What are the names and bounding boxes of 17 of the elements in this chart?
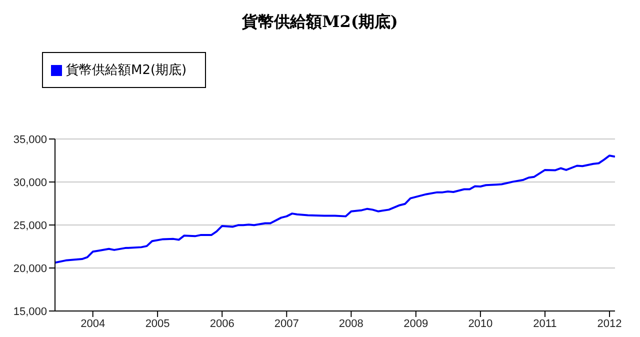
- chart-title: 貨幣供給額M2(期底): [240, 12, 399, 33]
- x-tick-label: 2004: [80, 318, 106, 330]
- y-tick-label: 15,000: [13, 306, 47, 318]
- x-tick-label: 2009: [404, 318, 428, 330]
- x-tick-label: 2008: [338, 318, 364, 330]
- x-tick-label: 2005: [145, 318, 170, 330]
- legend-label: 貨幣供給額M2(期底): [66, 63, 187, 78]
- x-tick-label: 2010: [468, 318, 493, 330]
- y-tick-label: 25,000: [13, 220, 47, 232]
- line-series: [55, 154, 615, 264]
- x-tick-label: 2007: [274, 318, 299, 330]
- y-tick-label: 20,000: [13, 262, 47, 275]
- x-tick-label: 2006: [210, 318, 234, 330]
- x-tick-label: 2011: [533, 318, 557, 330]
- y-tick-label: 30,000: [13, 176, 47, 189]
- x-tick-label: 2012: [597, 318, 622, 330]
- y-tick-label: 35,000: [13, 134, 47, 146]
